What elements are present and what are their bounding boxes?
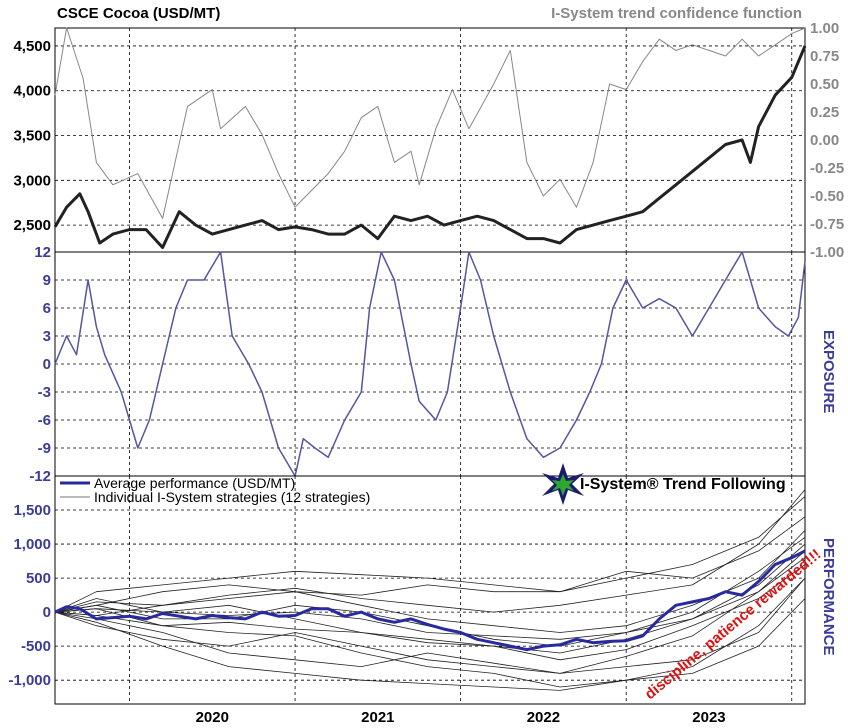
strategy-line-10 (54, 496, 806, 613)
confidence-line (54, 27, 806, 219)
y-tick-label: -6 (38, 412, 51, 429)
strategy-line-9 (54, 564, 806, 661)
y-tick-label: 2,500 (13, 217, 51, 234)
strategy-line-3 (54, 516, 806, 613)
y-tick-label: -9 (38, 440, 51, 457)
legend: Average performance (USD/MT) Individual … (60, 475, 370, 505)
y-tick-label: 9 (43, 272, 51, 289)
exposure-axis-ticks: 12 9 6 3 0 -3 -6 -9 -12 (29, 244, 51, 485)
y-tick-label: 3,000 (13, 172, 51, 189)
legend-average-label: Average performance (USD/MT) (94, 475, 295, 491)
performance-axis-ticks: 1,500 1,000 500 0 -500 -1,000 (8, 502, 51, 689)
x-tick-label: 2021 (361, 709, 394, 726)
exposure-panel-series (54, 251, 806, 477)
y-tick-label: -3 (38, 384, 51, 401)
confidence-tick-label: -0.50 (810, 188, 844, 205)
strategy-line-11 (54, 598, 806, 691)
price-chart-title: CSCE Cocoa (USD/MT) (57, 5, 220, 22)
year-axis-ticks: 2020 2021 2022 2023 (196, 709, 726, 726)
y-tick-label: -1,000 (8, 672, 51, 689)
y-tick-label: 0 (43, 604, 51, 621)
strategy-line-4 (54, 557, 806, 674)
confidence-tick-label: 0.00 (810, 132, 839, 149)
y-tick-label: 3 (43, 328, 51, 345)
x-tick-label: 2022 (527, 709, 560, 726)
price-panel: 4,500 4,000 3,500 3,000 2,500 1.00 0.75 0.50 0.… (13, 5, 844, 261)
price-axis-ticks: 4,500 4,000 3,500 3,000 2,500 (13, 38, 51, 234)
confidence-chart-title: I-System trend confidence function (551, 5, 802, 22)
confidence-tick-label: 0.75 (810, 48, 839, 65)
exposure-panel: 12 9 6 3 0 -3 -6 -9 -12 EXPOSURE (29, 244, 837, 485)
confidence-tick-label: -1.00 (810, 244, 844, 261)
confidence-tick-label: -0.75 (810, 216, 844, 233)
confidence-tick-label: 0.50 (810, 76, 839, 93)
strategy-line-7 (54, 577, 806, 674)
y-tick-label: 1,000 (13, 536, 51, 553)
legend-individual-label: Individual I-System strategies (12 strat… (94, 489, 370, 505)
average-performance-line (54, 549, 806, 652)
confidence-axis-ticks: 1.00 0.75 0.50 0.25 0.00 -0.25 -0.50 -0.75 -1.00 (810, 20, 844, 261)
y-tick-label: 500 (26, 570, 51, 587)
star-icon (542, 463, 584, 505)
strategy-line-6 (54, 530, 806, 633)
y-tick-label: -500 (21, 638, 51, 655)
exposure-line (54, 251, 806, 477)
y-tick-label: 4,000 (13, 83, 51, 100)
y-tick-label: 12 (34, 244, 51, 261)
x-tick-label: 2023 (692, 709, 725, 726)
y-tick-label: 0 (43, 356, 51, 373)
x-tick-label: 2020 (196, 709, 229, 726)
price-panel-series (53, 27, 807, 249)
logo-text: I-System® Trend Following (580, 476, 786, 493)
y-tick-label: 4,500 (13, 38, 51, 55)
y-tick-label: 6 (43, 300, 51, 317)
price-line (53, 45, 807, 249)
y-tick-label: -12 (29, 468, 51, 485)
performance-axis-label: PERFORMANCE (820, 538, 837, 656)
confidence-tick-label: 1.00 (810, 20, 839, 37)
isystem-logo: I-System® Trend Following (542, 463, 786, 505)
confidence-tick-label: -0.25 (810, 160, 844, 177)
y-tick-label: 3,500 (13, 128, 51, 145)
performance-panel-series (54, 489, 806, 691)
y-tick-label: 1,500 (13, 502, 51, 519)
exposure-axis-label: EXPOSURE (820, 330, 837, 413)
confidence-tick-label: 0.25 (810, 104, 839, 121)
